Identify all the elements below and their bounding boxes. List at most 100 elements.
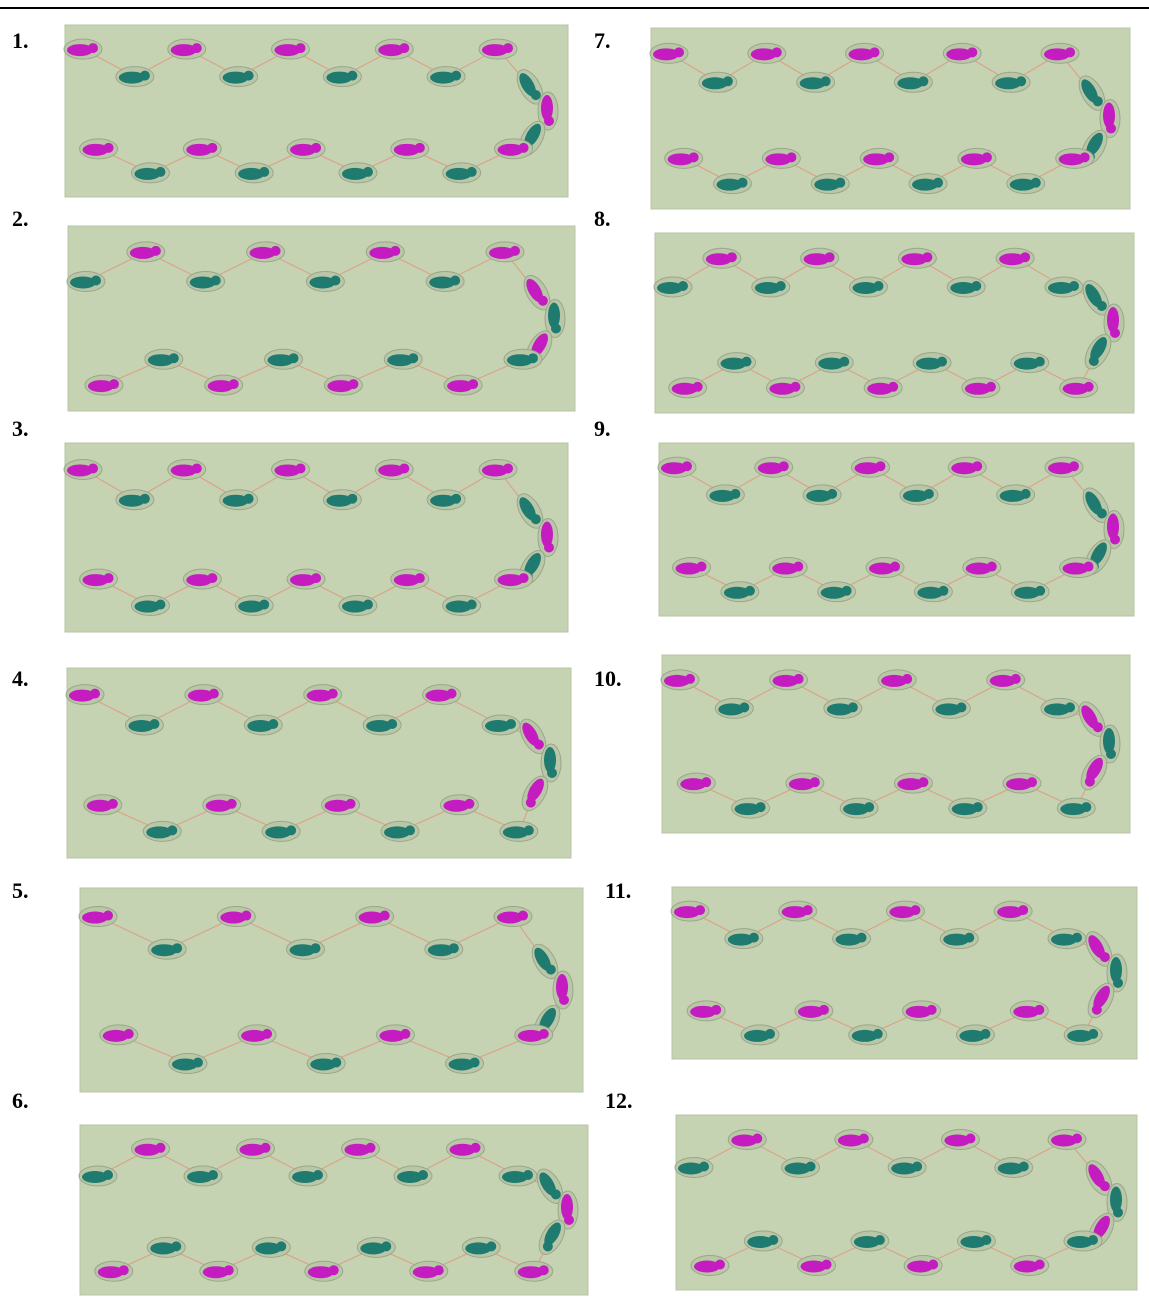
footprint bbox=[714, 697, 754, 719]
footprint bbox=[849, 276, 888, 298]
footprint bbox=[908, 173, 948, 195]
footprint-sole bbox=[443, 799, 470, 812]
footprint bbox=[219, 66, 259, 88]
footprint-toes bbox=[890, 561, 901, 572]
footprint bbox=[769, 669, 809, 691]
footprint-toes bbox=[547, 768, 557, 778]
footprint bbox=[216, 906, 256, 928]
footprint bbox=[264, 348, 304, 370]
footprint bbox=[1106, 953, 1128, 993]
footprint-toes bbox=[835, 177, 846, 188]
footprint bbox=[859, 147, 899, 169]
footprint-sole bbox=[255, 1242, 282, 1255]
footprint-toes bbox=[311, 573, 322, 584]
footprint-sole bbox=[1051, 933, 1077, 946]
footprint-sole bbox=[784, 1162, 811, 1175]
footprint bbox=[167, 38, 207, 60]
footprint bbox=[797, 1255, 837, 1276]
footprint-sole bbox=[727, 933, 754, 946]
footprint-sole bbox=[222, 494, 249, 507]
footprint bbox=[442, 595, 482, 617]
footprint bbox=[234, 162, 274, 184]
panel: 6. bbox=[12, 1088, 589, 1296]
footprint-toes bbox=[926, 1004, 937, 1015]
footprint-sole bbox=[544, 747, 556, 773]
footprint-sole bbox=[397, 1171, 423, 1183]
footprint bbox=[126, 241, 166, 263]
footprint-toes bbox=[1088, 1028, 1099, 1039]
footprint-sole bbox=[497, 143, 524, 156]
footprint bbox=[494, 138, 534, 160]
footprint bbox=[182, 568, 222, 590]
footprint-toes bbox=[91, 275, 101, 286]
footprint bbox=[99, 1024, 139, 1046]
panel: 4. bbox=[12, 666, 572, 859]
footprint-sole bbox=[307, 1266, 334, 1279]
footprint bbox=[731, 797, 771, 819]
footprint bbox=[902, 1000, 942, 1022]
footprint bbox=[409, 1260, 449, 1282]
footprint-sole bbox=[709, 489, 736, 502]
footprint-toes bbox=[348, 379, 359, 390]
footprint-sole bbox=[150, 1242, 177, 1255]
footprint-toes bbox=[518, 910, 528, 921]
footprint-toes bbox=[1065, 702, 1075, 713]
footprint-sole bbox=[943, 933, 970, 946]
footprint-toes bbox=[90, 688, 100, 699]
footprint-sole bbox=[274, 44, 301, 57]
panel: 1. bbox=[12, 24, 569, 198]
footprint-sole bbox=[675, 562, 702, 575]
footprint bbox=[796, 71, 836, 93]
panel-label: 9. bbox=[594, 416, 611, 441]
footprint-toes bbox=[933, 177, 944, 188]
footprint-toes bbox=[805, 1161, 816, 1172]
footprint bbox=[1040, 42, 1080, 64]
footprint bbox=[383, 348, 423, 370]
footprint-sole bbox=[519, 73, 536, 97]
footprint bbox=[1040, 697, 1080, 719]
footprint bbox=[765, 377, 805, 399]
footprint-sole bbox=[693, 1260, 720, 1273]
panel-label: 11. bbox=[605, 878, 631, 903]
footprint-sole bbox=[534, 947, 551, 971]
footprint-toes bbox=[390, 245, 401, 256]
footprint bbox=[676, 772, 716, 794]
footprint-sole bbox=[67, 464, 93, 477]
footprint-toes bbox=[270, 245, 281, 256]
footprint bbox=[536, 1168, 564, 1204]
footprint bbox=[817, 581, 857, 603]
footprint-toes bbox=[451, 493, 462, 504]
footprint-sole bbox=[718, 703, 745, 716]
footprint-sole bbox=[1062, 562, 1089, 575]
footprint-sole bbox=[539, 1172, 556, 1196]
footprint-sole bbox=[851, 1029, 878, 1042]
footprint-toes bbox=[118, 1265, 129, 1276]
footprint-toes bbox=[793, 561, 804, 572]
footprint-sole bbox=[517, 1266, 544, 1279]
footprint-toes bbox=[682, 461, 692, 472]
footprint-toes bbox=[362, 166, 373, 177]
footprint-toes bbox=[400, 1028, 411, 1039]
footprint-sole bbox=[1060, 803, 1087, 816]
footprint bbox=[306, 1052, 346, 1074]
footprint bbox=[303, 684, 343, 706]
footprint bbox=[199, 1260, 239, 1282]
footprint-toes bbox=[809, 777, 820, 788]
footprint-toes bbox=[310, 943, 321, 954]
footprint-toes bbox=[820, 76, 831, 87]
footprint-sole bbox=[944, 1134, 971, 1147]
panel-label: 5. bbox=[12, 878, 29, 903]
panel-label: 2. bbox=[12, 206, 29, 231]
footprint-sole bbox=[544, 1222, 561, 1246]
footprint-sole bbox=[959, 1029, 986, 1042]
footprint-toes bbox=[775, 281, 786, 291]
footprint-toes bbox=[910, 905, 921, 916]
footprint-sole bbox=[806, 489, 833, 502]
footprint-toes bbox=[928, 1259, 939, 1270]
panel-label: 4. bbox=[12, 666, 29, 691]
footprint-sole bbox=[680, 778, 707, 791]
footprint-toes bbox=[399, 463, 410, 474]
footprint-sole bbox=[916, 357, 943, 370]
footprint-toes bbox=[503, 463, 513, 474]
footprint-sole bbox=[723, 586, 750, 599]
